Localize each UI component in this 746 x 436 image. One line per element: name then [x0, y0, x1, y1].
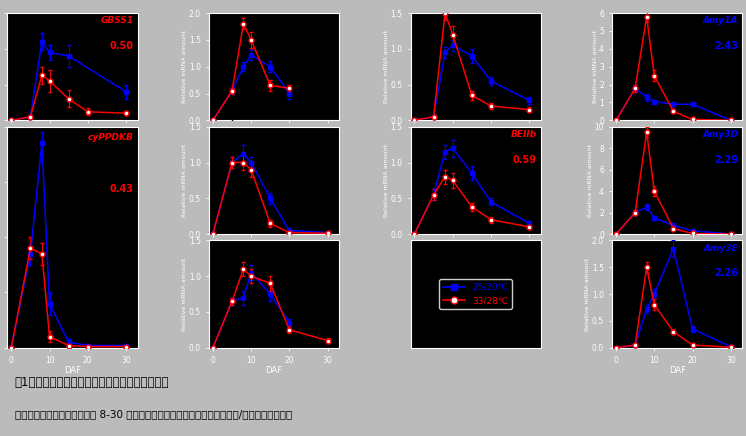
Text: 0.59: 0.59: [513, 155, 537, 165]
X-axis label: DAF: DAF: [467, 253, 484, 262]
Y-axis label: Relative mRNA amount: Relative mRNA amount: [383, 144, 389, 217]
Y-axis label: Relative mRNA amount: Relative mRNA amount: [383, 30, 389, 103]
Text: SSIIa: SSIIa: [310, 130, 335, 139]
Y-axis label: Relative mRNA amount: Relative mRNA amount: [182, 144, 187, 217]
Text: 0.43: 0.43: [110, 184, 134, 194]
Text: 2.43: 2.43: [715, 41, 739, 51]
Y-axis label: Relative mRNA amount: Relative mRNA amount: [182, 30, 187, 103]
Text: BEIIb: BEIIb: [510, 130, 537, 139]
Text: cyPPDKB: cyPPDKB: [88, 133, 134, 143]
Text: 0.87: 0.87: [311, 155, 335, 165]
Y-axis label: Relative mRNA amount: Relative mRNA amount: [588, 144, 593, 217]
Legend: 25/20℃, 33/28℃: 25/20℃, 33/28℃: [439, 279, 513, 309]
Y-axis label: Relative mRNA amount: Relative mRNA amount: [586, 258, 590, 330]
Text: 遣伝子名の下の数字は開花後 8-30 日における遣伝子発現強度の比（高温区/対照区）を表す。: 遣伝子名の下の数字は開花後 8-30 日における遣伝子発現強度の比（高温区/対照…: [15, 409, 292, 419]
X-axis label: DAF: DAF: [64, 366, 81, 375]
Text: 図1　デンプン代謝関連遣伝子の高温登熟応答性: 図1 デンプン代謝関連遣伝子の高温登熟応答性: [15, 376, 169, 389]
Text: 2.29: 2.29: [715, 155, 739, 165]
Text: 0.82: 0.82: [513, 41, 537, 51]
Text: 2.26: 2.26: [715, 268, 739, 278]
Text: SSI: SSI: [319, 16, 335, 25]
Text: GBSS1: GBSS1: [101, 16, 134, 25]
X-axis label: DAF: DAF: [266, 366, 283, 375]
Y-axis label: Relative mRNA amount: Relative mRNA amount: [182, 258, 187, 330]
Text: 0.50: 0.50: [110, 41, 134, 51]
Text: Amy3D: Amy3D: [703, 130, 739, 139]
X-axis label: DAF: DAF: [668, 366, 686, 375]
Y-axis label: Relative mRNA amount: Relative mRNA amount: [592, 30, 598, 103]
Text: Amy1A: Amy1A: [703, 16, 739, 25]
Text: BEI: BEI: [521, 16, 537, 25]
Text: Amy3E: Amy3E: [703, 244, 739, 253]
Text: SSIIIa: SSIIIa: [307, 244, 335, 253]
Text: 0.90: 0.90: [311, 268, 335, 278]
Text: 1.25: 1.25: [311, 41, 335, 51]
